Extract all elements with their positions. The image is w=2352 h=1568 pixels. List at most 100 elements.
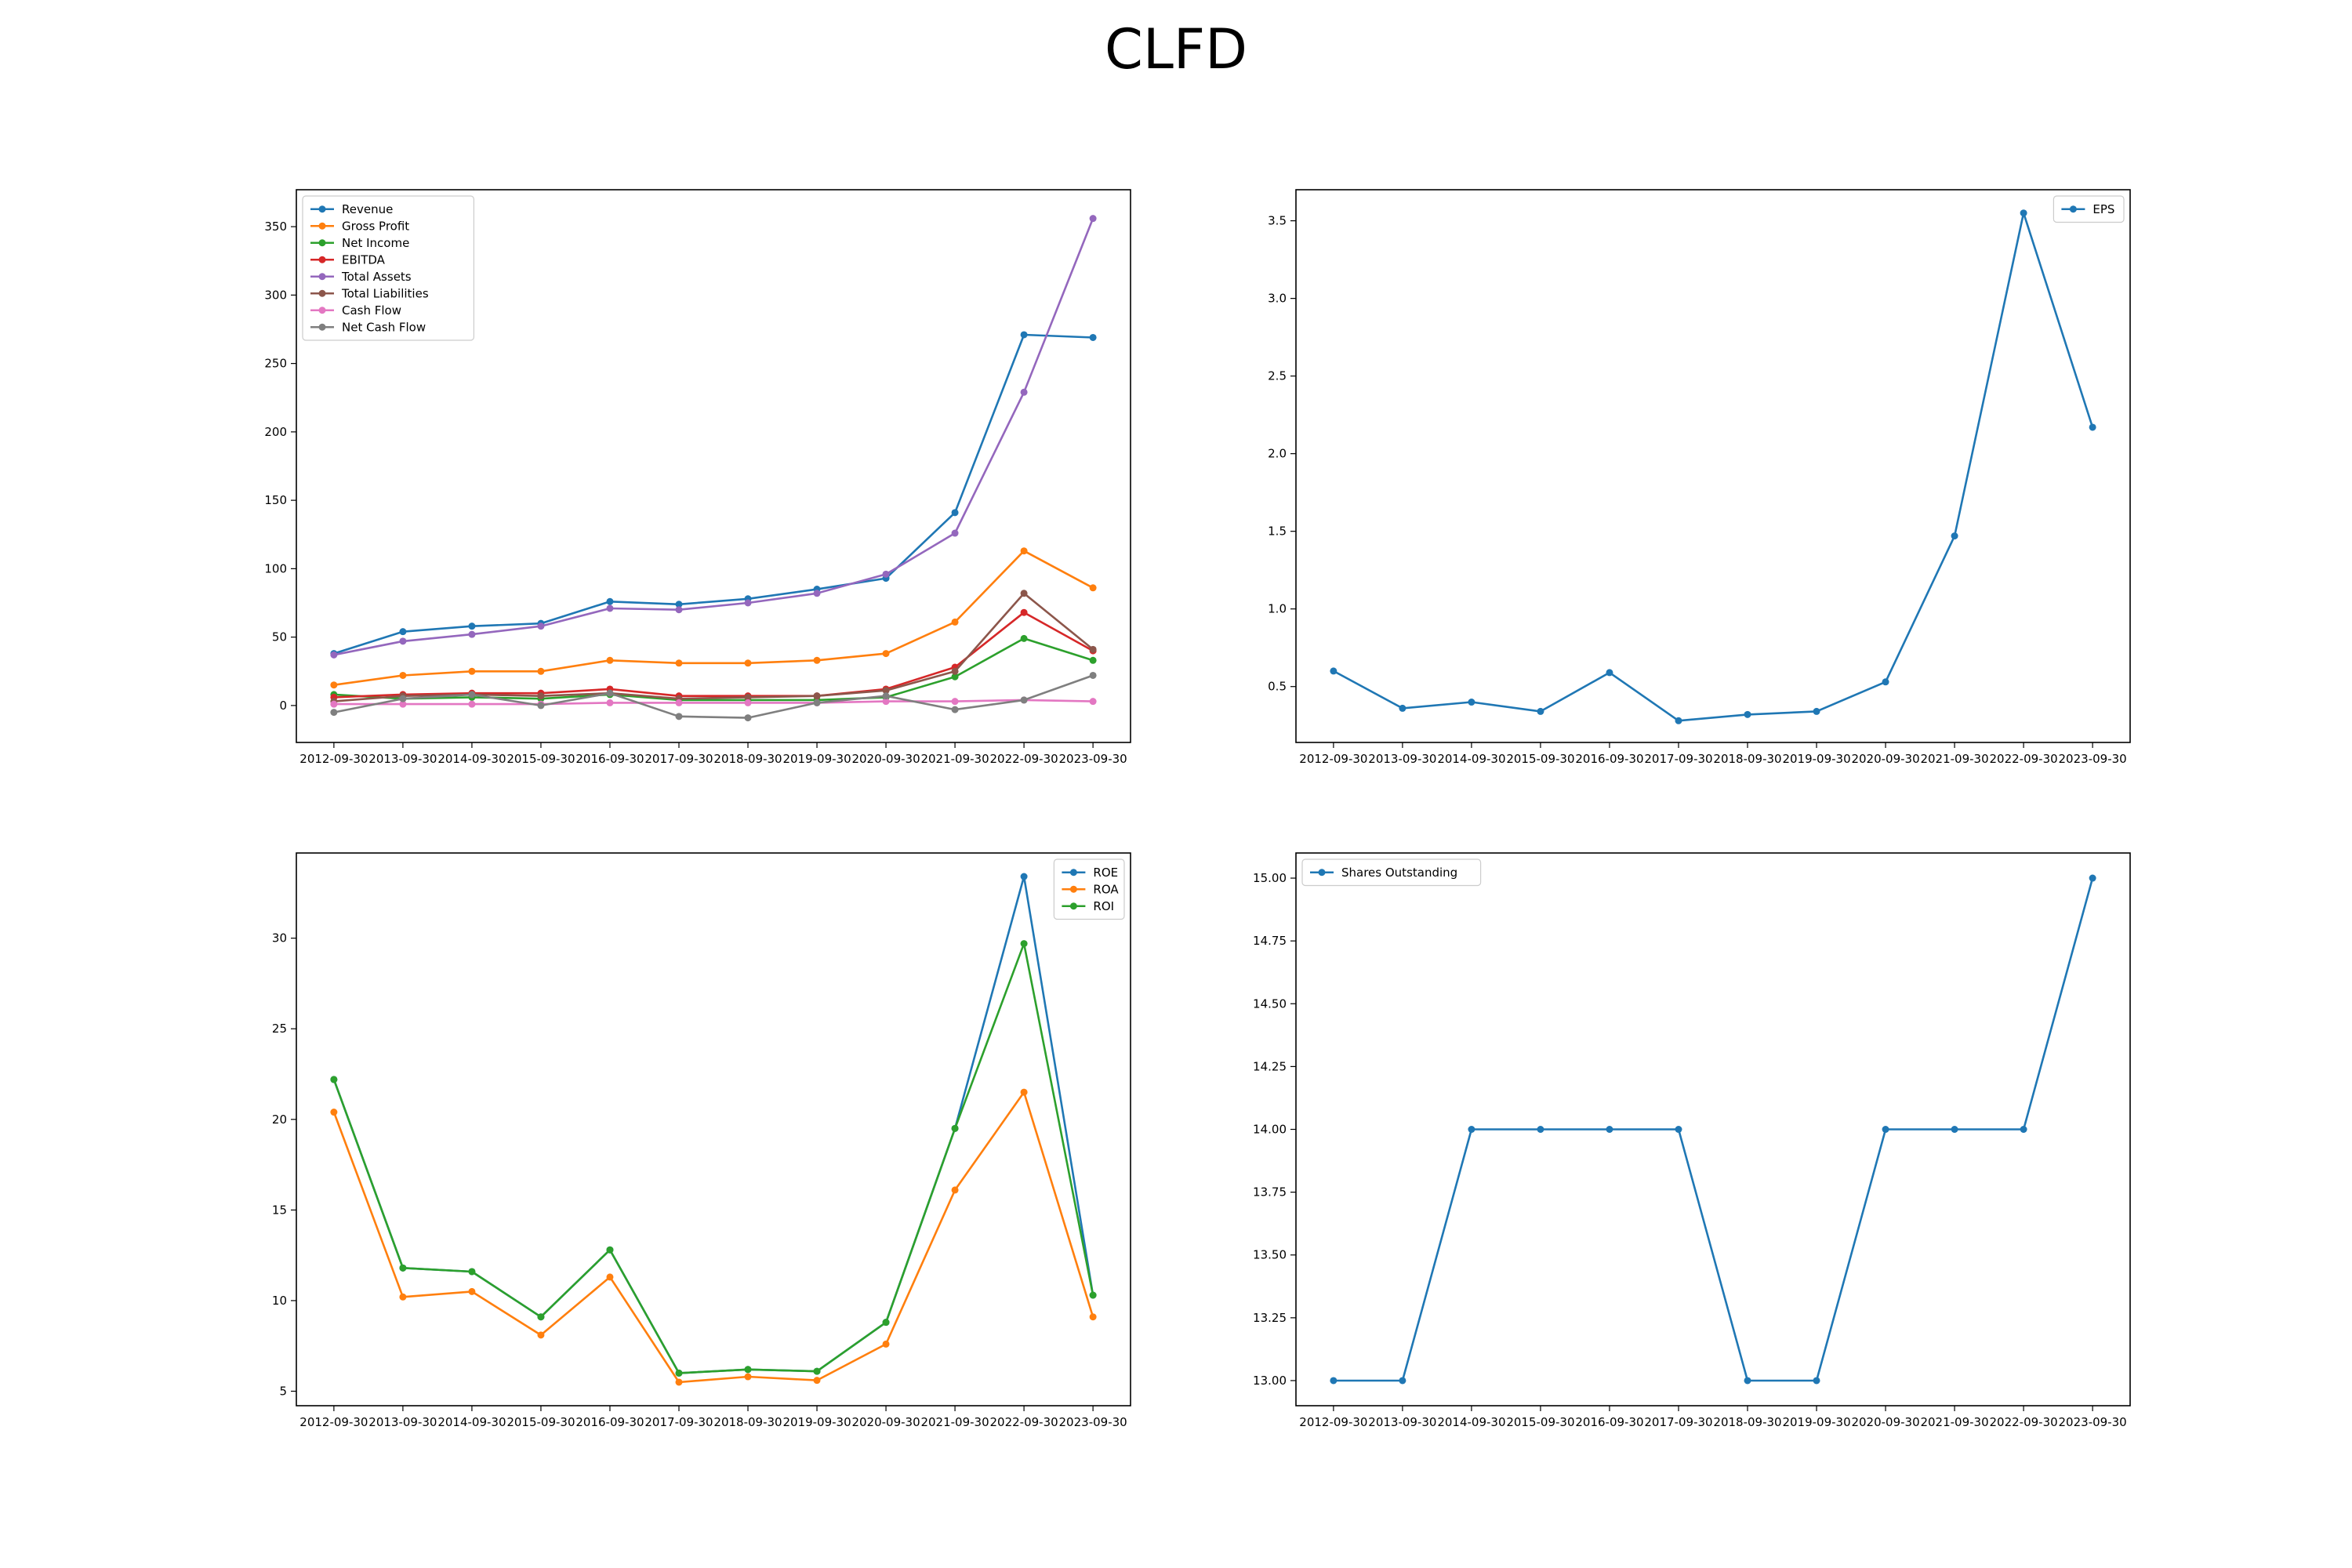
data-point (1020, 388, 1028, 396)
x-tick-label: 2015-09-30 (506, 752, 575, 766)
y-tick-label: 2.5 (1268, 369, 1287, 383)
data-point (1089, 698, 1097, 706)
legend-swatch-marker (2069, 205, 2077, 213)
data-point (1468, 1126, 1475, 1133)
axes-frame (296, 852, 1131, 1406)
legend-label: Net Cash Flow (342, 320, 426, 334)
data-point (951, 509, 959, 517)
data-point (1020, 634, 1028, 642)
x-tick-label: 2017-09-30 (644, 752, 713, 766)
x-tick-label: 2014-09-30 (1437, 1415, 1505, 1429)
y-tick-label: 50 (272, 630, 287, 644)
y-tick-label: 13.75 (1253, 1185, 1287, 1200)
data-point (606, 1273, 614, 1281)
data-point (1020, 608, 1028, 616)
y-tick-label: 15.00 (1253, 871, 1287, 885)
y-tick-label: 0.5 (1268, 680, 1287, 694)
data-point (951, 1186, 959, 1194)
x-tick-label: 2014-09-30 (437, 1415, 506, 1429)
x-tick-label: 2022-09-30 (1990, 1415, 2058, 1429)
legend-swatch-marker (1069, 869, 1077, 877)
data-point (2020, 1126, 2027, 1133)
data-point (537, 667, 545, 675)
y-tick-label: 3.5 (1268, 214, 1287, 228)
series-line (332, 875, 1094, 1374)
data-point (882, 687, 890, 695)
data-point (1089, 1313, 1097, 1321)
x-tick-label: 2021-09-30 (1920, 1415, 1988, 1429)
legend-label: Gross Profit (342, 219, 409, 233)
x-tick-label: 2013-09-30 (1368, 1415, 1436, 1429)
x-tick-label: 2023-09-30 (2059, 1415, 2127, 1429)
data-point (675, 1378, 683, 1386)
data-point (1675, 1126, 1682, 1133)
data-point (1020, 547, 1028, 555)
axes-frame (296, 189, 1131, 743)
data-point (330, 681, 338, 689)
axes-frame (1295, 189, 2131, 743)
series-line (332, 942, 1094, 1374)
data-point (1399, 704, 1406, 712)
data-point (468, 667, 476, 675)
series-line (333, 218, 1094, 656)
x-tick-label: 2018-09-30 (713, 752, 782, 766)
data-point (744, 1366, 752, 1374)
data-point (330, 700, 338, 708)
x-tick-label: 2019-09-30 (1782, 1415, 1850, 1429)
data-point (882, 692, 890, 700)
data-point (1089, 671, 1097, 679)
y-tick-label: 1.5 (1268, 524, 1287, 539)
legend-label: Revenue (342, 202, 393, 216)
x-tick-label: 2016-09-30 (1575, 752, 1643, 766)
data-point (951, 706, 959, 713)
y-tick-label: 10 (272, 1294, 287, 1308)
data-point (468, 691, 476, 699)
data-point (744, 659, 752, 667)
x-tick-label: 2018-09-30 (1713, 752, 1781, 766)
data-point (468, 622, 476, 630)
x-tick-label: 2019-09-30 (782, 752, 851, 766)
x-tick-label: 2012-09-30 (299, 1415, 368, 1429)
x-tick-label: 2018-09-30 (1713, 1415, 1781, 1429)
legend-label: ROE (1093, 866, 1118, 880)
data-point (882, 698, 890, 706)
data-point (813, 692, 821, 700)
chart-panel-3: 2012-09-30 2013-09-30 2014-09-30 2015-09-30… (272, 852, 1131, 1429)
series-line (1333, 877, 2094, 1382)
data-point (606, 689, 614, 697)
y-tick-label: 25 (272, 1022, 287, 1036)
x-tick-label: 2016-09-30 (575, 752, 644, 766)
legend-label: EBITDA (342, 252, 386, 267)
x-tick-label: 2020-09-30 (1851, 1415, 1919, 1429)
data-point (1675, 717, 1682, 724)
legend-label: Total Liabilities (341, 286, 429, 300)
figure-title: CLFD (1104, 17, 1248, 82)
data-point (1606, 669, 1613, 677)
x-tick-label: 2022-09-30 (990, 1415, 1058, 1429)
data-point (399, 628, 407, 636)
x-tick-label: 2022-09-30 (1990, 752, 2058, 766)
y-tick-label: 100 (264, 561, 287, 575)
series-line (1333, 212, 2094, 722)
legend-swatch-marker (318, 273, 326, 281)
data-point (744, 714, 752, 722)
data-point (951, 618, 959, 626)
data-point (882, 650, 890, 658)
data-point (1330, 1377, 1338, 1385)
legend-box (1301, 858, 1482, 887)
data-point (1537, 1126, 1544, 1133)
data-point (399, 671, 407, 679)
legend: Shares Outstanding (1301, 858, 1482, 887)
data-point (1744, 710, 1751, 718)
x-tick-label: 2013-09-30 (368, 1415, 437, 1429)
y-tick-label: 3.0 (1268, 292, 1287, 306)
data-point (1089, 645, 1097, 653)
x-tick-label: 2012-09-30 (299, 752, 368, 766)
data-point (537, 1331, 545, 1339)
legend-swatch-marker (318, 323, 326, 331)
x-tick-label: 2014-09-30 (437, 752, 506, 766)
data-point (537, 702, 545, 710)
series-line (333, 637, 1094, 702)
chart-panel-2: 2012-09-30 2013-09-30 2014-09-30 2015-09-30… (1268, 189, 2131, 766)
